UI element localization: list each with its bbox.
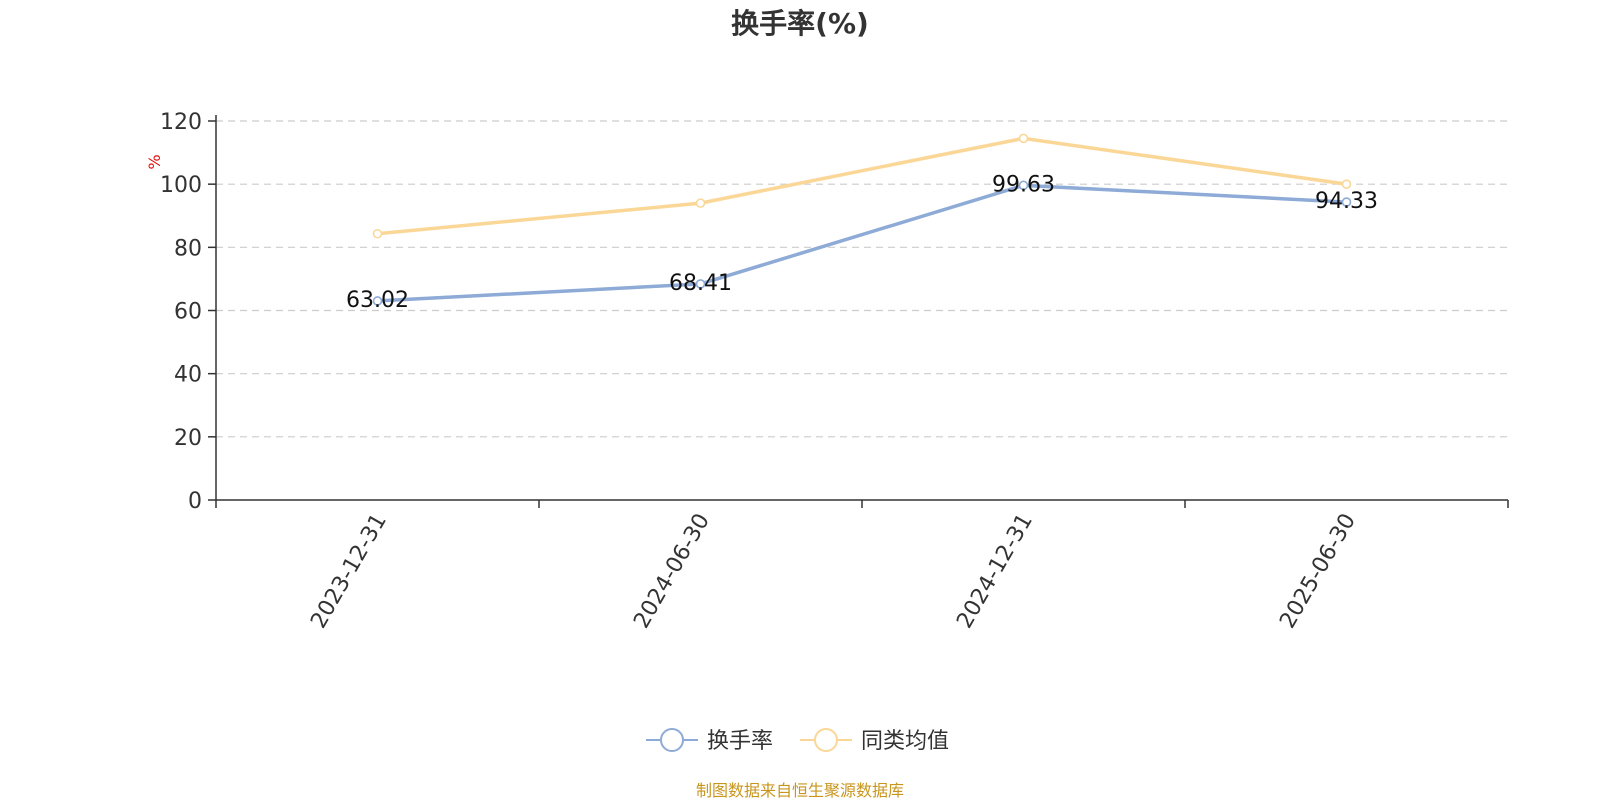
series-group: 63.02 68.41 99.63 94.33: [346, 133, 1378, 313]
legend-label: 换手率: [707, 729, 773, 754]
series-line: [377, 136, 1347, 236]
chart-title: 换手率(%): [731, 7, 869, 40]
data-label: 63.02: [346, 288, 409, 313]
y-tick-label: 40: [174, 363, 202, 388]
data-label: 68.41: [669, 271, 732, 296]
series-1: 63.02 68.41 99.63 94.33: [346, 172, 1378, 313]
legend-circle-icon: [814, 728, 838, 752]
x-tick-label: 2024-06-30: [629, 510, 715, 633]
legend-item[interactable]: 同类均值: [800, 728, 949, 754]
data-label: 94.33: [1315, 189, 1378, 214]
y-axis-unit: %: [145, 154, 164, 169]
legend-item[interactable]: 换手率: [646, 728, 773, 754]
y-axis-ticks: 0 20 40 60 80 100 120: [160, 110, 216, 514]
axes: [215, 115, 1508, 501]
source-note: 制图数据来自恒生聚源数据库: [696, 781, 904, 800]
y-tick-label: 20: [174, 426, 202, 451]
x-tick-label: 2025-06-30: [1275, 510, 1361, 633]
y-tick-label: 100: [160, 173, 202, 198]
series-2: [372, 133, 1352, 239]
data-point: [372, 228, 383, 239]
legend: 换手率 同类均值: [646, 728, 949, 754]
grid-lines: [216, 120, 1508, 438]
legend-label: 同类均值: [861, 729, 949, 754]
y-tick-label: 0: [188, 489, 202, 514]
data-point: [372, 296, 383, 306]
x-axis-ticks: 2023-12-31 2024-06-30 2024-12-31 2025-06-30: [215, 500, 1509, 633]
series-line: [377, 183, 1347, 303]
data-point: [1341, 197, 1352, 207]
data-label: 99.63: [992, 172, 1055, 197]
y-tick-label: 80: [174, 236, 202, 261]
data-point: [1018, 180, 1029, 191]
data-point: [695, 279, 706, 289]
x-tick-label: 2023-12-31: [306, 510, 392, 633]
data-point: [1018, 133, 1029, 144]
y-tick-label: 120: [160, 110, 202, 135]
data-point: [1341, 179, 1352, 189]
legend-circle-icon: [660, 728, 684, 752]
x-tick-label: 2024-12-31: [952, 510, 1038, 633]
y-tick-label: 60: [174, 300, 202, 325]
data-point: [695, 198, 706, 208]
